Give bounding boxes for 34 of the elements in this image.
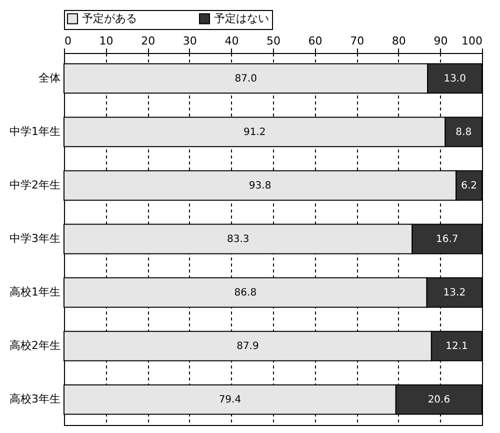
y-tick-label: 中学1年生	[10, 124, 60, 138]
x-tick-label: 90	[434, 34, 448, 48]
y-tick-label: 中学3年生	[10, 232, 60, 245]
y-tick-label: 高校1年生	[10, 286, 60, 299]
data-label: 87.0	[234, 73, 257, 84]
x-tick-label: 40	[224, 34, 239, 48]
data-label: 13.0	[444, 73, 466, 84]
y-tick-label: 中学2年生	[10, 178, 60, 192]
x-tick-label: 70	[350, 34, 364, 48]
data-label: 86.8	[234, 288, 257, 299]
x-tick-label: 80	[392, 34, 406, 48]
x-tick-label: 30	[182, 34, 197, 48]
data-label: 20.6	[428, 394, 450, 406]
legend-label: 予定がある	[82, 12, 137, 25]
data-label: 91.2	[243, 126, 266, 138]
data-label: 93.8	[248, 180, 272, 192]
data-label: 16.7	[436, 234, 458, 245]
data-label: 87.9	[236, 341, 259, 352]
x-tick-label: 20	[141, 34, 156, 48]
x-tick-label: 10	[99, 34, 114, 48]
y-tick-label: 全体	[38, 71, 60, 84]
y-tick-label: 高校3年生	[10, 392, 60, 406]
x-tick-label: 50	[266, 34, 280, 48]
x-tick-label: 60	[308, 34, 322, 48]
data-label: 83.3	[226, 234, 250, 245]
data-label: 79.4	[218, 394, 242, 406]
data-label: 13.2	[443, 288, 466, 299]
data-label: 6.2	[461, 180, 477, 192]
data-label: 12.1	[446, 341, 468, 352]
x-tick-label: 100	[462, 34, 482, 48]
x-tick-label: 0	[64, 34, 72, 48]
legend-label: 予定はない	[214, 12, 269, 25]
data-label: 8.8	[456, 126, 472, 138]
y-tick-label: 高校2年生	[10, 339, 60, 352]
